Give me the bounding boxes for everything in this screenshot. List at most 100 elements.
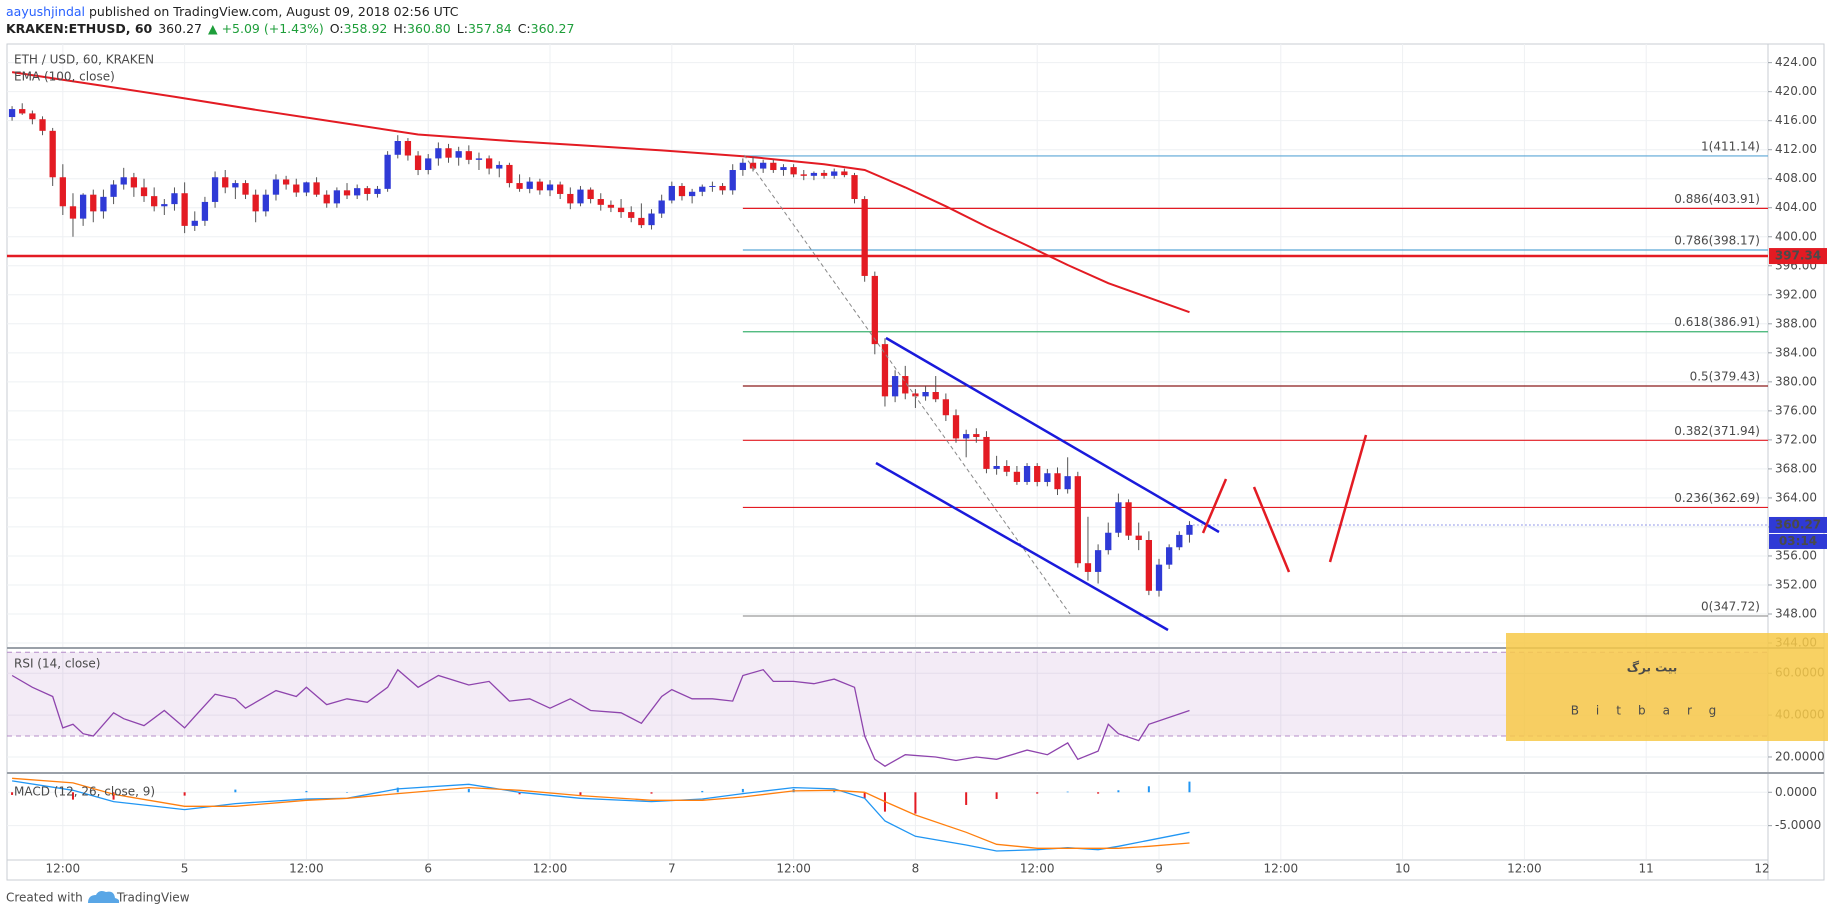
ohlc-label: L: (457, 21, 468, 36)
candle-body (1115, 502, 1122, 533)
histogram-bar (396, 787, 399, 793)
resistance-label: 397.34 (1775, 249, 1821, 263)
candle-body (516, 183, 523, 189)
y-tick-label: 420.00 (1775, 84, 1817, 98)
candle-body (760, 162, 767, 169)
fib-label: 0.236(362.69) (1674, 491, 1760, 505)
candle-body (364, 188, 371, 194)
candle-body (638, 217, 645, 226)
watermark-persian: بیت برگ (1627, 660, 1678, 675)
histogram-bar (914, 792, 917, 814)
candle-body (617, 207, 625, 213)
x-tick-label: 11 (1639, 862, 1654, 876)
plot-layer: 12:00 5 12:00 6 12:00 7 12:00 8 12:00 9 12:00 10 12:… (7, 44, 1827, 876)
candle-body (19, 109, 26, 114)
histogram-bar (112, 792, 115, 800)
candle-body (120, 177, 127, 185)
candle-body (891, 376, 899, 397)
ohlc-label: O: (330, 21, 344, 36)
candle-body (1176, 534, 1183, 548)
candle-body (993, 465, 1000, 469)
histogram-bar (1066, 791, 1069, 793)
y-tick-label: 352.00 (1775, 577, 1817, 591)
candle-body (272, 179, 280, 195)
channel-upper (885, 336, 1220, 534)
candle-body (313, 182, 320, 195)
candle-body (140, 187, 148, 197)
candle-body (232, 183, 239, 188)
y-tick-label: 412.00 (1775, 142, 1817, 156)
candle-body (1094, 550, 1102, 572)
candle-body (790, 167, 797, 175)
ema-line (11, 71, 1190, 314)
candle-body (171, 193, 178, 205)
candle-body (861, 199, 868, 276)
candle-body (161, 204, 168, 207)
candle-body (130, 177, 138, 188)
x-tick-label: 7 (668, 862, 676, 876)
candle-body (668, 185, 675, 201)
histogram-bar (995, 792, 998, 799)
x-tick-label: 9 (1155, 862, 1163, 876)
price-plot: 1(411.14) 0.886(403.91) 0.786(398.17) 0.618… (7, 71, 1768, 617)
candle-body (69, 206, 77, 219)
candle-body (211, 177, 219, 202)
candle-body (841, 171, 848, 176)
candle-body (333, 190, 341, 204)
candle-body (343, 190, 351, 196)
candle-body (1064, 476, 1071, 490)
x-tick-label: 12:00 (1020, 862, 1055, 876)
x-tick-label: 12:00 (46, 862, 81, 876)
candle-body (952, 415, 960, 439)
histogram-bar (1117, 790, 1120, 793)
x-tick-label: 12:00 (776, 862, 811, 876)
candle-body (922, 392, 929, 397)
histogram-bar (71, 792, 74, 800)
candle-body (404, 140, 412, 156)
candle-body (1044, 473, 1051, 482)
candle-body (110, 184, 117, 197)
candle-body (820, 172, 828, 176)
histogram-bar (1036, 792, 1039, 794)
histogram-bar (1147, 786, 1150, 793)
candle-body (546, 184, 554, 191)
candle-body (242, 183, 249, 195)
fib-label: 0(347.72) (1701, 600, 1760, 614)
watermark-latin: Bitbarg (1571, 704, 1734, 718)
y-tick-label: 416.00 (1775, 113, 1817, 127)
candle-body (871, 275, 878, 345)
candle-body (1003, 465, 1010, 472)
candle-body (1013, 471, 1021, 482)
candle-body (1145, 539, 1153, 591)
candle-body (100, 196, 107, 212)
y-tick-label: 404.00 (1775, 200, 1817, 214)
y-tick-label: 372.00 (1775, 432, 1817, 446)
candle-body (90, 194, 97, 212)
candle-body (577, 189, 584, 204)
candle-body (435, 148, 442, 159)
candle-body (648, 213, 655, 226)
candle-body (1166, 547, 1173, 565)
candle-body (181, 193, 188, 226)
ohlc-value: 357.84 (468, 21, 512, 36)
x-tick-label: 6 (424, 862, 432, 876)
candle-body (607, 204, 615, 208)
candle-body (699, 186, 706, 192)
candle-body (729, 170, 736, 191)
candle-body (912, 393, 919, 397)
histogram-bar (467, 788, 470, 793)
candle-body (414, 155, 422, 171)
candle-body (151, 196, 158, 207)
fib-label: 0.382(371.94) (1674, 424, 1760, 438)
x-tick-label: 10 (1395, 862, 1410, 876)
candle-body (658, 200, 665, 214)
candle-body (932, 392, 939, 400)
y-tick-label: 384.00 (1775, 345, 1817, 359)
y-tick-label: 408.00 (1775, 171, 1817, 185)
x-tick-label: 12:00 (289, 862, 324, 876)
candle-body (800, 174, 807, 176)
candle-body (201, 201, 209, 221)
y-tick-label: 400.00 (1775, 229, 1817, 243)
candle-body (973, 434, 980, 437)
candle-body (374, 188, 381, 194)
